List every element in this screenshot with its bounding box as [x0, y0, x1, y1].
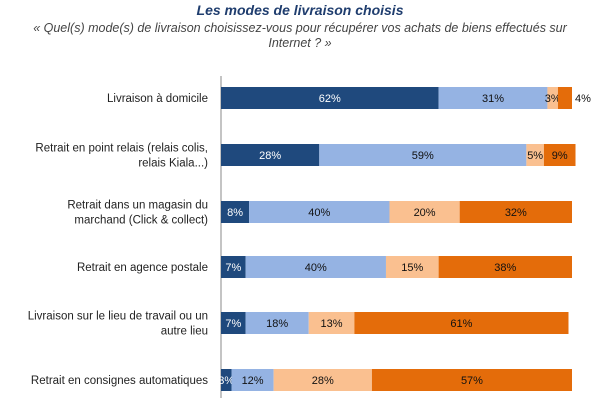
bar-segment [354, 312, 569, 334]
bar-segment [221, 312, 246, 334]
data-label: 40% [305, 262, 327, 274]
bar-segment [273, 369, 372, 391]
data-label: 7% [225, 318, 241, 330]
data-label: 28% [312, 375, 334, 387]
bar-segment [557, 87, 572, 109]
bar-segment [438, 256, 572, 278]
data-label: 3% [218, 375, 234, 387]
data-label: 7% [225, 262, 241, 274]
category-label: relais Kiala...) [138, 158, 208, 170]
bar-segment [249, 201, 390, 223]
bar-segment [221, 256, 246, 278]
category-label: Retrait en point relais (relais colis, [35, 143, 208, 155]
bar-segment [385, 256, 439, 278]
bar-segment [526, 144, 544, 166]
data-label: 12% [242, 375, 264, 387]
category-label: marchand (Click & collect) [74, 215, 208, 227]
bar-segment [389, 201, 460, 223]
chart-title: Les modes de livraison choisis [196, 2, 404, 18]
data-label: 40% [308, 207, 330, 219]
data-label: 18% [266, 318, 288, 330]
data-label: 62% [319, 93, 341, 105]
data-label: 8% [227, 207, 243, 219]
bar-segment [371, 369, 572, 391]
data-label: 9% [552, 150, 568, 162]
category-label: Retrait en agence postale [77, 262, 208, 274]
bar-segment [308, 312, 355, 334]
data-label: 3% [545, 93, 561, 105]
bar-segment [438, 87, 548, 109]
category-label: Livraison à domicile [107, 93, 208, 105]
bar-segment [221, 87, 439, 109]
bar-segment [221, 369, 232, 391]
data-label: 4% [575, 93, 591, 105]
data-label: 28% [259, 150, 281, 162]
bar-segment [221, 201, 250, 223]
data-label: 38% [494, 262, 516, 274]
category-label: autre lieu [161, 326, 208, 338]
category-label: Retrait dans un magasin du [67, 200, 208, 212]
category-label: Livraison sur le lieu de travail ou un [28, 311, 208, 323]
data-label: 59% [412, 150, 434, 162]
data-label: 31% [482, 93, 504, 105]
chart-subtitle: « Quel(s) mode(s) de livraison choisisse… [33, 21, 567, 50]
bar-segment [245, 256, 386, 278]
bar-segment [543, 144, 576, 166]
bar-segment [245, 312, 309, 334]
data-label: 61% [450, 318, 472, 330]
data-label: 32% [505, 207, 527, 219]
data-label: 5% [527, 150, 543, 162]
bar-segment [319, 144, 527, 166]
bar-segment [231, 369, 274, 391]
bar-segment [221, 144, 320, 166]
bar-segment [547, 87, 558, 109]
bar-segment [459, 201, 572, 223]
data-label: 20% [414, 207, 436, 219]
category-label: Retrait en consignes automatiques [31, 375, 208, 387]
data-label: 57% [461, 375, 483, 387]
data-label: 13% [321, 318, 343, 330]
data-label: 15% [401, 262, 423, 274]
